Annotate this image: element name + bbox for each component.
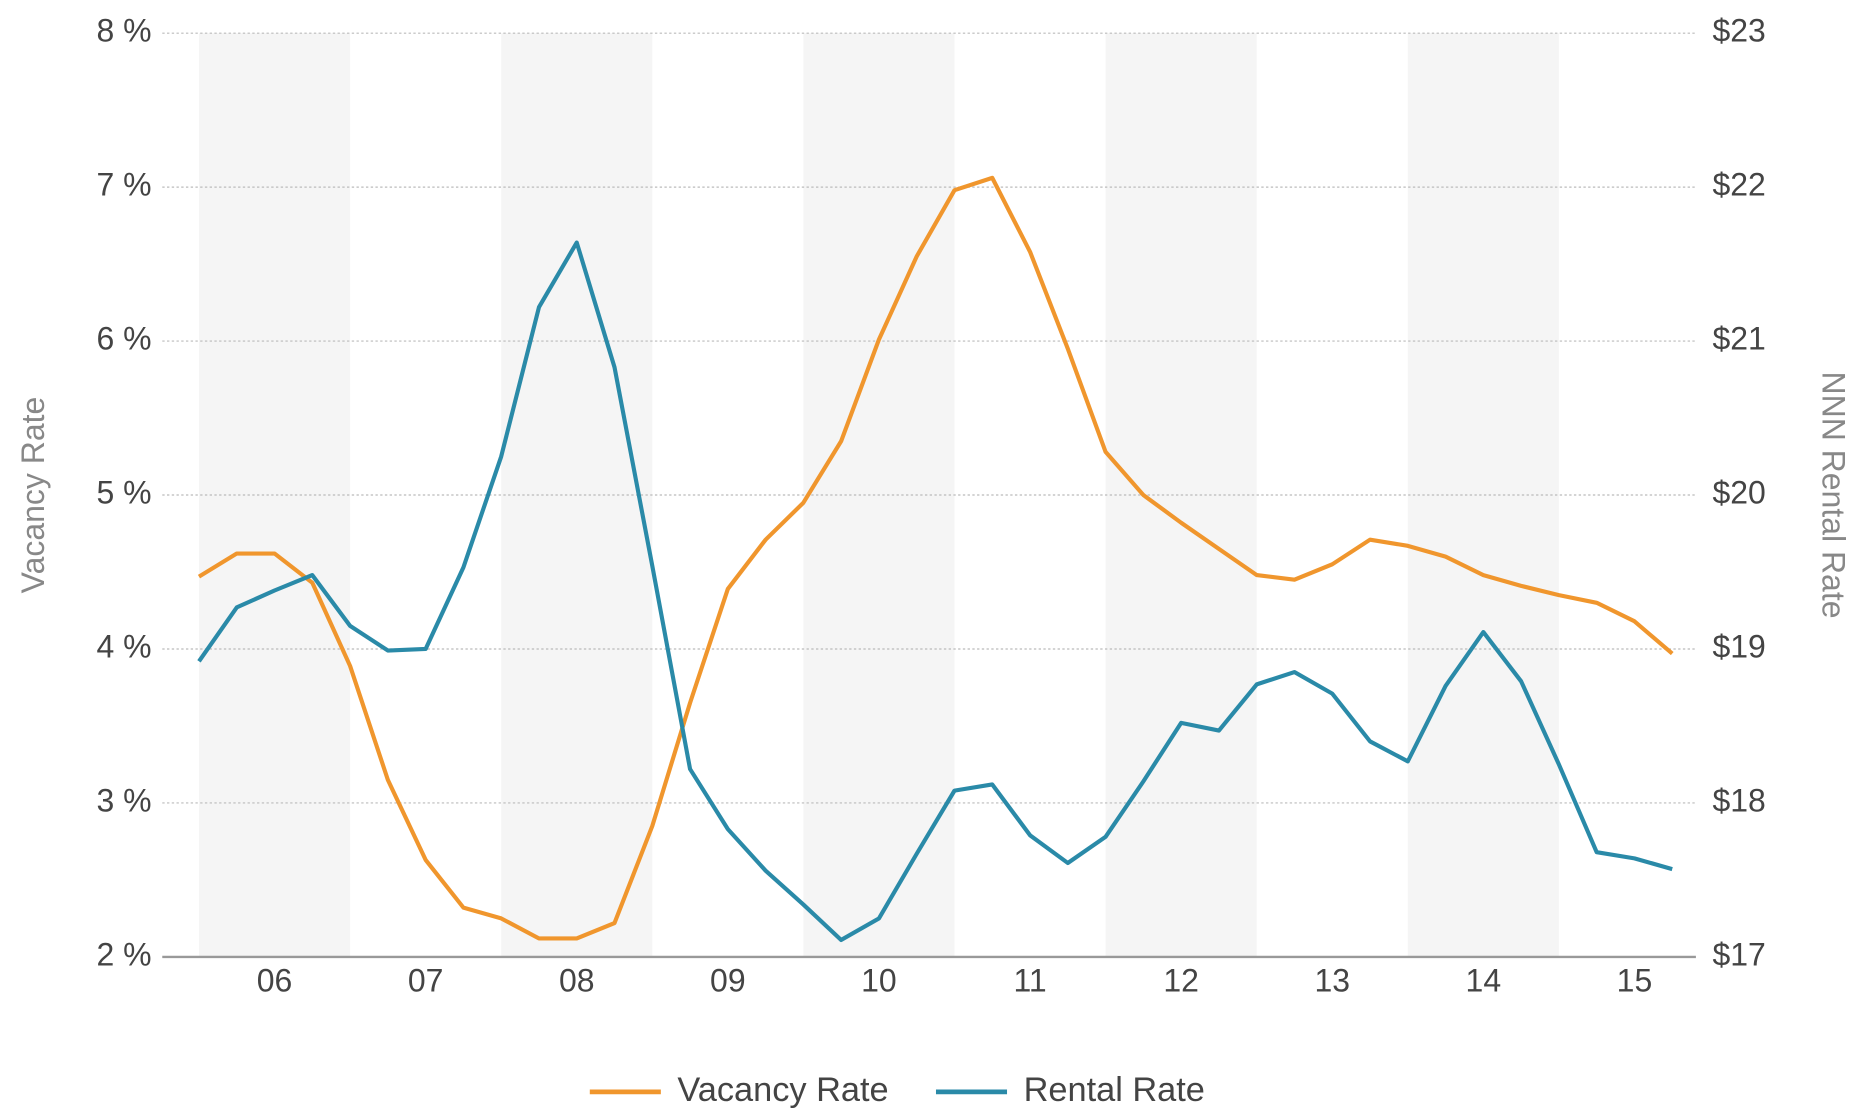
y2-tick-label: $22 [1712, 167, 1765, 203]
x-tick-label: 14 [1466, 962, 1502, 998]
y-tick-label: 8 % [97, 13, 152, 49]
x-tick-label: 15 [1617, 962, 1653, 998]
y2-tick-label: $18 [1712, 782, 1765, 818]
x-tick-label: 07 [408, 962, 444, 998]
y-axis-title: Vacancy Rate [15, 397, 51, 594]
y2-tick-label: $17 [1712, 936, 1765, 972]
y-tick-label: 5 % [97, 474, 152, 510]
y2-tick-label: $20 [1712, 474, 1765, 510]
y2-tick-label: $19 [1712, 628, 1765, 664]
y2-tick-label: $21 [1712, 321, 1765, 357]
legend-label: Rental Rate [1024, 1071, 1205, 1109]
x-tick-label: 10 [861, 962, 897, 998]
y2-axis-title: NNN Rental Rate [1815, 372, 1851, 619]
legend-label: Vacancy Rate [677, 1071, 888, 1109]
series-line [197, 175, 1674, 941]
y2-tick-label: $23 [1712, 13, 1765, 49]
x-tick-label: 09 [710, 962, 746, 998]
year-band [198, 33, 351, 957]
y-tick-label: 7 % [97, 167, 152, 203]
x-tick-label: 11 [1013, 962, 1046, 998]
y-tick-label: 6 % [97, 321, 152, 357]
series-line [197, 240, 1673, 943]
y-tick-label: 3 % [97, 782, 152, 818]
x-tick-label: 12 [1163, 962, 1199, 998]
y-tick-label: 4 % [97, 628, 152, 664]
y-tick-label: 2 % [97, 936, 152, 972]
x-tick-label: 08 [559, 962, 595, 998]
x-tick-label: 13 [1314, 962, 1350, 998]
x-tick-label: 06 [257, 962, 293, 998]
